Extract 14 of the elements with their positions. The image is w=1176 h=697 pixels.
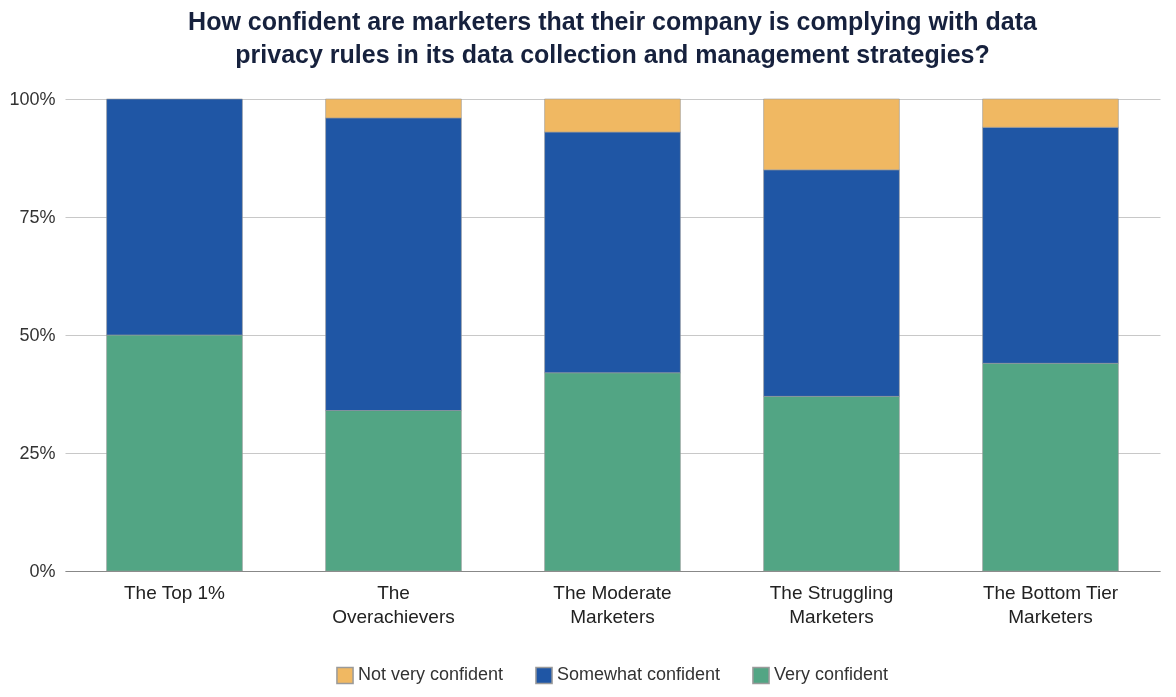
y-tick-label: 0%: [29, 560, 56, 581]
y-tick-label: 50%: [19, 324, 56, 345]
y-tick-label: 25%: [19, 442, 56, 463]
x-tick-label: The Moderate Marketers: [553, 581, 672, 627]
chart-title: How confident are marketers that their company is complying with data privacy rules in its data collection and management strategies?: [188, 7, 1038, 68]
y-tick-label: 100%: [9, 88, 56, 109]
x-tick-label: The Top 1%: [123, 581, 226, 603]
legend-label: Very confident: [774, 664, 889, 685]
y-tick-label: 75%: [19, 206, 56, 227]
legend-label: Somewhat confident: [557, 664, 721, 685]
x-tick-label: The Struggling Marketers: [769, 581, 894, 627]
x-tick-label: The Bottom Tier Marketers: [982, 581, 1119, 627]
legend-label: Not very confident: [358, 664, 504, 685]
x-tick-label: The Overachievers: [332, 581, 455, 627]
